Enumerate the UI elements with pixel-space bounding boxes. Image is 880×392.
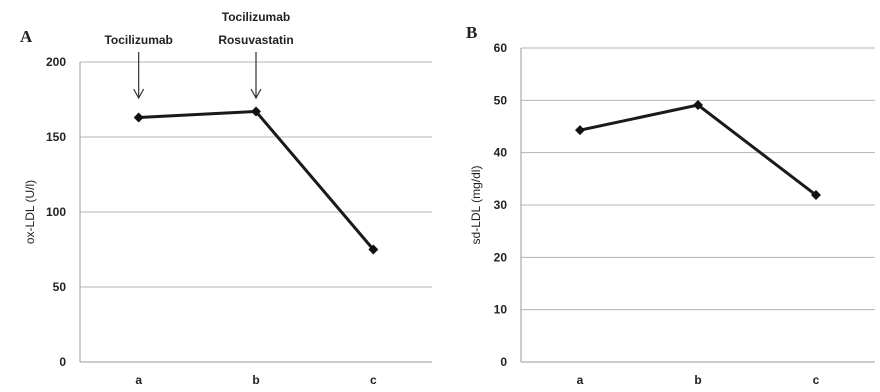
y-tick-label: 10 [494,303,508,317]
y-tick-label: 30 [494,198,508,212]
annotation-text: Rosuvastatin [218,33,293,47]
data-point-marker [811,190,821,201]
panel-letter: A [20,27,33,46]
panel-a-chart: A 0 50 100 150 200 ox-LDL (U/l) a b c Tocilizumab T… [20,10,432,387]
annotation-arrowhead [250,88,262,100]
annotation-arrowhead [133,88,145,100]
y-tick-label: 40 [494,146,508,160]
panel-letter: B [466,23,477,42]
annotation-text: Tocilizumab [222,10,290,24]
y-tick-label: 150 [46,130,66,144]
data-point-marker [575,125,585,136]
y-tick-label: 50 [494,93,508,107]
y-tick-label: 60 [494,41,508,55]
y-axis-label: sd-LDL (mg/dl) [469,166,483,245]
x-category-label: a [135,373,142,387]
data-point-marker [693,100,703,111]
x-category-label: c [370,373,377,387]
y-tick-label: 0 [59,355,66,369]
series-line [138,109,375,251]
y-axis-label: ox-LDL (U/l) [23,180,37,244]
series-line [579,103,817,197]
x-category-label: b [252,373,259,387]
panel-b-chart: B 0 10 20 30 40 50 60 sd-LDL (mg/dl) a b c [466,23,875,387]
y-tick-label: 20 [494,250,508,264]
data-point-marker [251,106,261,117]
y-tick-label: 50 [53,280,67,294]
y-tick-label: 100 [46,205,66,219]
x-category-label: c [813,373,820,387]
y-tick-label: 200 [46,55,66,69]
y-tick-label: 0 [500,355,507,369]
data-point-marker [368,244,379,255]
data-point-marker [133,112,144,123]
x-category-label: a [577,373,584,387]
annotation-text: Tocilizumab [104,33,172,47]
x-category-label: b [694,373,701,387]
